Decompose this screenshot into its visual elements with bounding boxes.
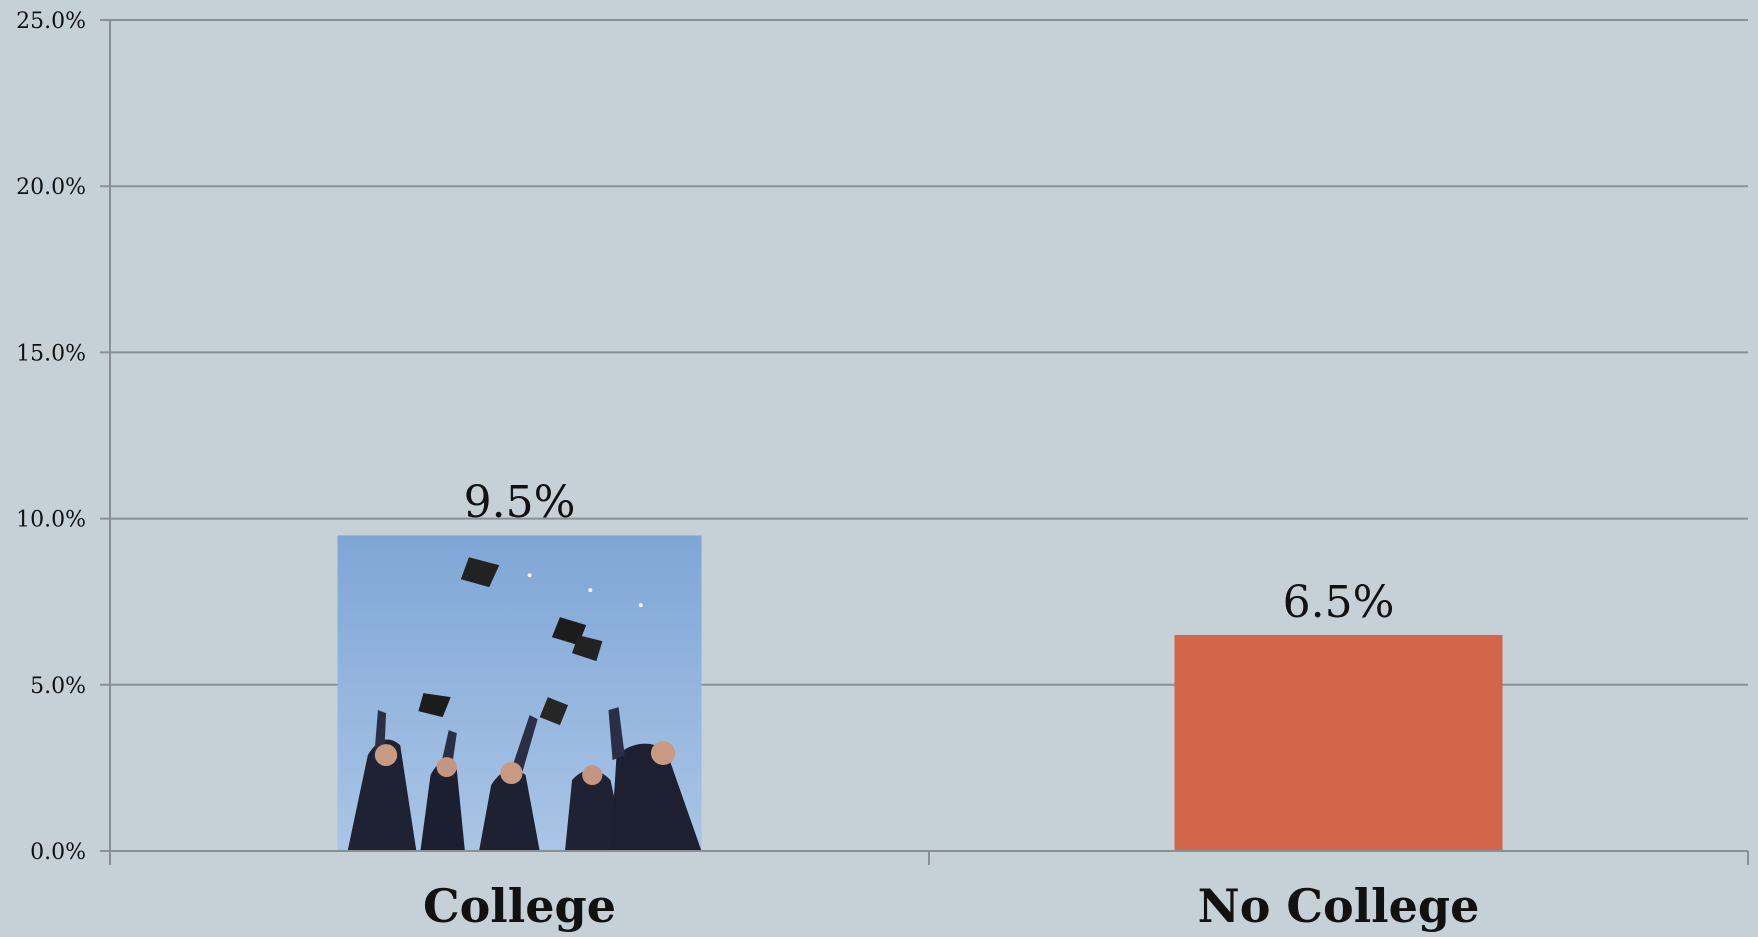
bar-college xyxy=(337,535,702,851)
data-label: 9.5% xyxy=(464,477,576,528)
y-tick-label: 20.0% xyxy=(16,175,86,200)
y-tick-label: 25.0% xyxy=(16,9,86,34)
data-label: 6.5% xyxy=(1283,577,1395,628)
x-category-label: College xyxy=(423,879,616,933)
x-category-label: No College xyxy=(1198,879,1480,933)
y-tick-label: 10.0% xyxy=(16,508,86,533)
y-tick-label: 0.0% xyxy=(30,840,86,865)
y-tick-label: 15.0% xyxy=(16,341,86,366)
bar-no-college xyxy=(1174,634,1503,851)
y-tick-label: 5.0% xyxy=(30,674,86,699)
